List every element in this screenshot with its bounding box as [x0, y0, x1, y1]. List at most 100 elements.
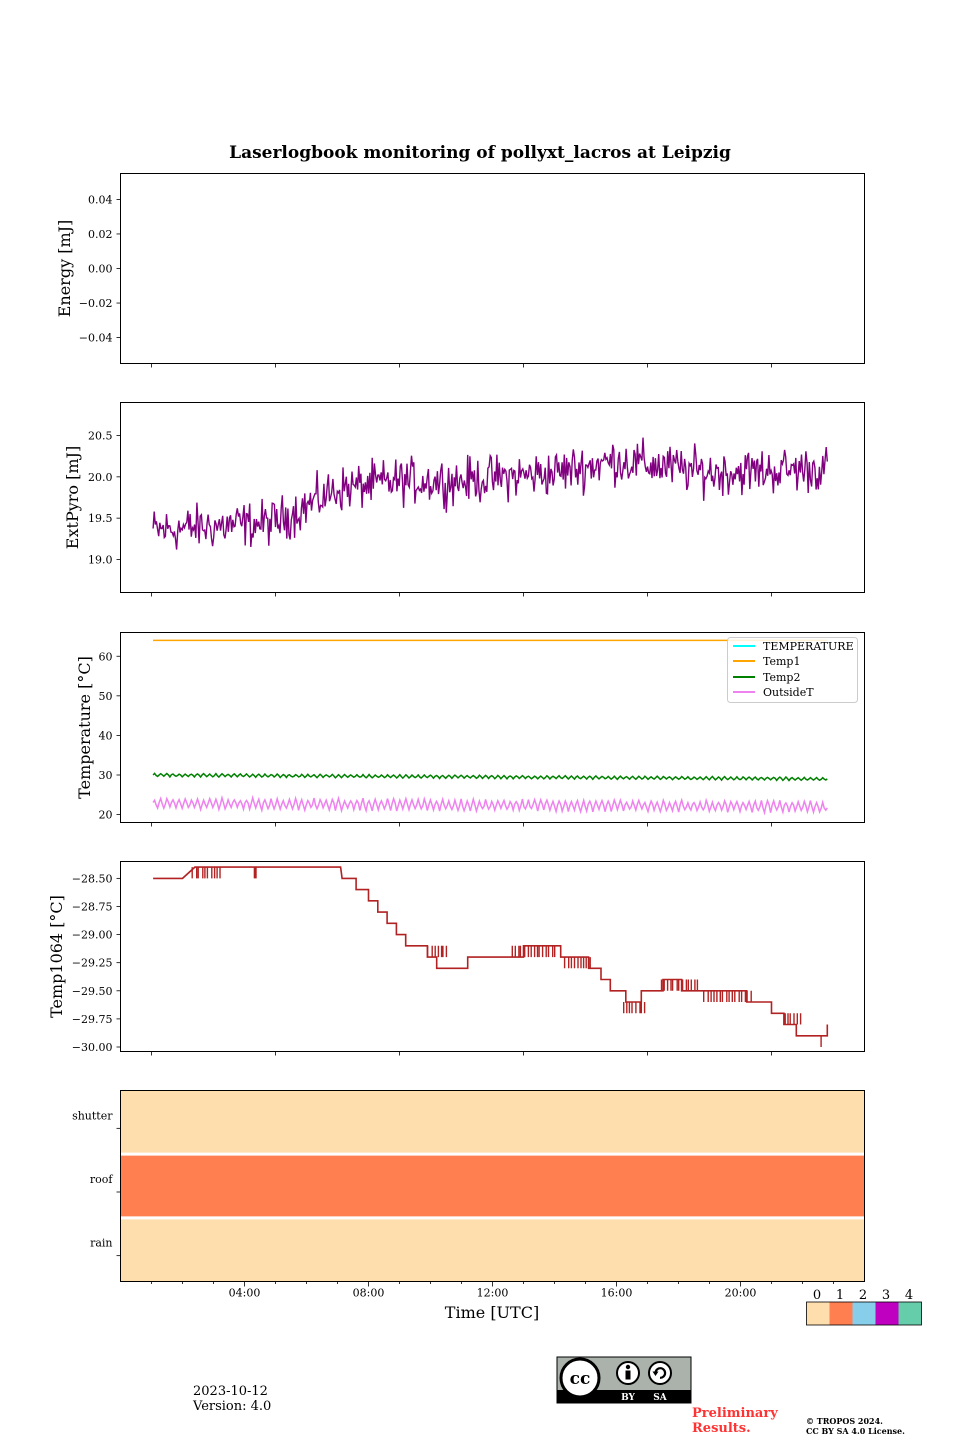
figure-title: Laserlogbook monitoring of pollyxt_lacro…	[229, 143, 731, 163]
temp1064-flicker	[623, 1002, 646, 1014]
temp1064-flicker	[703, 990, 752, 1002]
extpyro-ytick-label: 19.5	[88, 512, 113, 525]
temp1064-flicker	[191, 867, 221, 879]
energy-ytick-label: 0.04	[88, 193, 113, 206]
colorbar-swatch-1	[829, 1302, 853, 1325]
energy-y-axis-label: Energy [mJ]	[55, 220, 74, 318]
temperature-ytick-label: 50	[99, 690, 113, 703]
temp1064-ytick-label: −29.00	[72, 929, 113, 942]
copyright-note: © TROPOS 2024. CC BY SA 4.0 License.	[806, 1416, 905, 1436]
temperature-ytick-label: 60	[99, 650, 113, 663]
sa-arrow	[654, 1367, 667, 1379]
status-xtick-label: 04:00	[229, 1287, 261, 1300]
extpyro-axes-frame	[120, 402, 865, 593]
status-row-label: shutter	[72, 1109, 113, 1122]
legend-entry-temperature: TEMPERATURE	[733, 640, 854, 653]
extpyro-ytick-label: 20.0	[88, 471, 113, 484]
temp1064-y-axis-label: Temp1064 [°C]	[47, 895, 66, 1018]
colorbar-swatch-2	[852, 1302, 876, 1325]
legend-entry-temp2: Temp2	[733, 671, 800, 684]
status-cell-shutter	[120, 1090, 865, 1155]
temp1064-ytick-label: −29.75	[72, 1013, 113, 1026]
status-xtick-label: 08:00	[353, 1287, 385, 1300]
colorbar-swatch-4	[898, 1302, 922, 1325]
temp1064-ytick-label: −29.50	[72, 985, 113, 998]
copyright-line-1: © TROPOS 2024.	[806, 1416, 883, 1426]
legend-label-outsidet: OutsideT	[763, 686, 814, 699]
temperature-y-axis-label: Temperature [°C]	[75, 656, 94, 799]
extpyro-series-line	[152, 437, 828, 550]
energy-axes-frame	[120, 173, 865, 364]
temp1064-flicker	[426, 945, 448, 958]
legend-entry-temp1: Temp1	[733, 655, 800, 668]
temperature-ytick-label: 30	[99, 769, 113, 782]
cc-circle-icon	[559, 1357, 601, 1399]
by-body	[625, 1370, 631, 1380]
legend-frame	[727, 637, 858, 703]
status-xtick-label: 20:00	[725, 1287, 757, 1300]
colorbar-tick-label: 3	[882, 1288, 890, 1303]
temp1064-flicker	[563, 957, 591, 969]
temp1064-ytick-label: −29.25	[72, 957, 113, 970]
temp1064-series-line	[153, 866, 829, 1037]
energy-ytick-label: −0.04	[79, 332, 113, 345]
temp1064-flicker	[660, 979, 699, 991]
temperature-ytick-label: 20	[99, 809, 113, 822]
extpyro-ytick-label: 20.5	[88, 430, 113, 443]
status-cell-rain	[120, 1217, 865, 1282]
temperature-ytick-label: 40	[99, 729, 113, 742]
extpyro-ytick-label: 19.0	[88, 553, 113, 566]
outsidet-series-line	[152, 794, 828, 816]
status-xtick-label: 16:00	[601, 1287, 633, 1300]
status-xtick-label: 12:00	[477, 1287, 509, 1300]
extpyro-y-axis-label: ExtPyro [mJ]	[63, 446, 82, 549]
temp1064-flicker	[511, 945, 556, 958]
legend-entry-outsidet: OutsideT	[733, 686, 814, 699]
status-row-label: rain	[90, 1237, 112, 1250]
badge-sa-label: SA	[653, 1393, 667, 1403]
temp1064-ytick-label: −28.50	[72, 872, 113, 885]
temp1064-flicker	[253, 867, 257, 879]
preliminary-results-note: Preliminary Results.	[692, 1406, 792, 1436]
sa-arrowhead	[652, 1371, 659, 1376]
colorbar-swatch-0	[806, 1302, 830, 1325]
temperature-axes-frame	[120, 632, 865, 823]
legend-label-temperature: TEMPERATURE	[763, 640, 854, 653]
extpyro-panel: 19.0 19.5 20.0 20.5 ExtPyro [mJ]	[63, 402, 865, 597]
colorbar-swatch-3	[875, 1302, 899, 1325]
cc-by-sa-badge: cc BY SA	[556, 1356, 692, 1404]
preliminary-line-1: Preliminary	[692, 1406, 778, 1421]
energy-ytick-label: 0.02	[88, 228, 113, 241]
colorbar-tick-label: 2	[859, 1288, 867, 1303]
legend-label-temp2: Temp2	[763, 671, 800, 684]
status-x-axis-label: Time [UTC]	[445, 1303, 539, 1322]
preliminary-line-2: Results.	[692, 1421, 751, 1436]
temperature-legend: TEMPERATURE Temp1 Temp2 OutsideT	[727, 637, 858, 703]
colorbar-tick-label: 1	[836, 1288, 844, 1303]
status-panel: shutter roof rain 04:00 08:00 12:00 16:00 20:0…	[72, 1090, 865, 1322]
temp1064-flicker	[784, 1013, 802, 1025]
temp2-series-line	[152, 772, 828, 782]
status-row-label: roof	[90, 1173, 114, 1186]
by-head	[625, 1364, 631, 1370]
temperature-panel: 20 30 40 50 60 Temperature [°C] TEMPERATURE …	[75, 632, 865, 827]
energy-panel: −0.04 −0.02 0.00 0.02 0.04 Energy [mJ]	[55, 173, 865, 368]
status-cell-roof	[120, 1154, 865, 1218]
colorbar-frame	[806, 1301, 922, 1326]
energy-ytick-label: 0.00	[88, 263, 113, 276]
temp1064-panel: −30.00 −29.75 −29.50 −29.25 −29.00 −28.75 −28.…	[47, 861, 865, 1056]
legend-label-temp1: Temp1	[763, 655, 800, 668]
date-label: 2023-10-12	[193, 1384, 268, 1399]
energy-ytick-label: −0.02	[79, 297, 113, 310]
temp1064-ytick-label: −28.75	[72, 900, 113, 913]
cc-text: cc	[570, 1369, 591, 1389]
temp1064-axes-frame	[120, 861, 865, 1052]
version-label: Version: 4.0	[193, 1399, 272, 1414]
sa-share-alike-icon	[648, 1361, 672, 1385]
copyright-line-2: CC BY SA 4.0 License.	[806, 1426, 905, 1436]
colorbar-tick-label: 4	[905, 1288, 913, 1303]
colorbar-tick-label: 0	[813, 1288, 821, 1303]
temp1064-ytick-label: −30.00	[72, 1041, 113, 1054]
